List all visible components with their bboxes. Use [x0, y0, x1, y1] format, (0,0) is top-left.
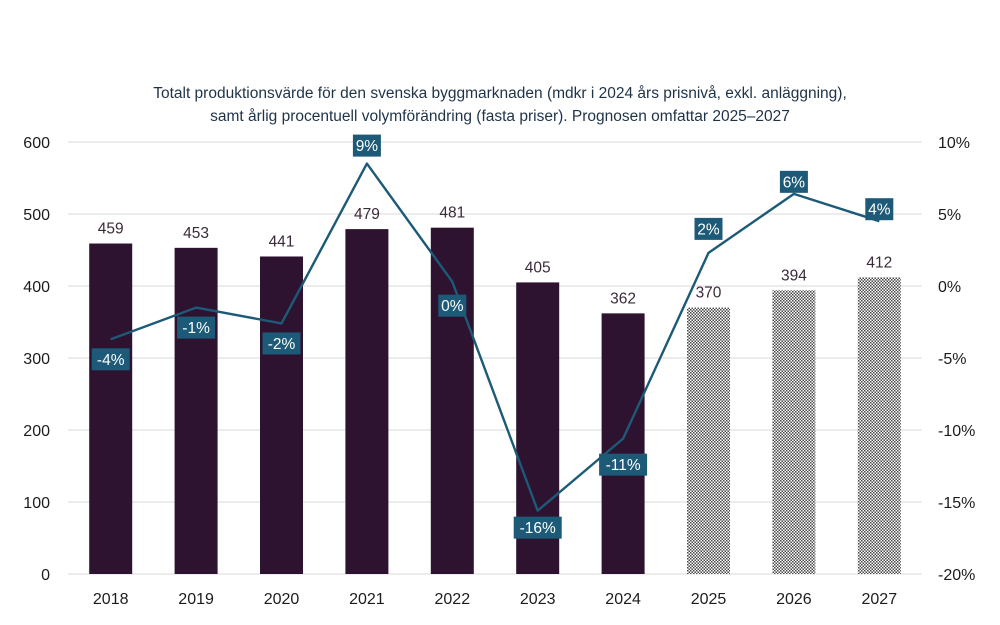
bar	[174, 247, 218, 574]
bar-value-label: 453	[183, 225, 209, 242]
change-label: 2%	[697, 221, 720, 238]
change-label: 4%	[868, 202, 891, 219]
bar-value-label: 370	[696, 285, 722, 302]
change-label: 6%	[783, 174, 806, 191]
x-tick-label: 2021	[349, 591, 385, 608]
y-left-tick-label: 300	[23, 351, 50, 368]
y-right-tick-label: -15%	[938, 495, 975, 512]
change-line-path	[110, 162, 880, 512]
change-label: -11%	[606, 457, 641, 474]
forecast-bar	[772, 290, 816, 574]
x-tick-label: 2022	[435, 591, 471, 608]
bar-value-label: 459	[98, 221, 124, 238]
forecast-bar	[687, 307, 730, 574]
bar-value-label: 412	[866, 254, 892, 271]
bar-value-label: 481	[439, 205, 465, 222]
x-tick-label: 2025	[691, 591, 727, 608]
change-label-box	[779, 170, 808, 193]
bar-value-label: 405	[525, 259, 551, 276]
y-right-tick-label: 0%	[938, 279, 961, 296]
y-left-tick-label: 0	[41, 567, 50, 584]
change-label: 0%	[441, 298, 464, 315]
bar-value-label: 441	[269, 233, 295, 250]
chart-title: Totalt produktionsvärde för den svenska …	[153, 85, 847, 102]
bar	[430, 227, 474, 574]
y-left-tick-label: 200	[23, 423, 50, 440]
y-left-tick-label: 400	[23, 279, 50, 296]
bar	[601, 313, 645, 574]
change-label-box	[865, 198, 894, 221]
x-tick-label: 2026	[776, 591, 812, 608]
chart-subtitle: samt årlig procentuell volymförändring (…	[210, 108, 790, 125]
change-label: -2%	[268, 336, 296, 353]
x-tick-label: 2020	[264, 591, 300, 608]
bar-value-label: 394	[781, 267, 807, 284]
change-label-box	[262, 332, 301, 355]
change-label-box	[694, 217, 723, 240]
y-left-tick-label: 600	[23, 135, 50, 152]
y-right-tick-label: -20%	[938, 567, 975, 584]
y-right-tick-label: 10%	[938, 135, 970, 152]
change-label-box	[177, 316, 216, 339]
y-left-tick-label: 100	[23, 495, 50, 512]
change-label: -4%	[97, 352, 125, 369]
change-label-box	[352, 134, 381, 157]
bar-value-label: 479	[354, 206, 380, 223]
change-label: -1%	[182, 320, 210, 337]
y-right-tick-label: -10%	[938, 423, 975, 440]
y-right-tick-label: 5%	[938, 207, 961, 224]
x-tick-label: 2027	[862, 591, 898, 608]
x-tick-label: 2024	[605, 591, 641, 608]
axes: 0 100 200 300 400 500 600 -20% -15% -10% -5% 0% 5% 10…	[23, 135, 975, 608]
bar	[260, 256, 303, 574]
change-label-box	[513, 516, 562, 539]
x-tick-label: 2019	[178, 591, 214, 608]
y-left-tick-label: 500	[23, 207, 50, 224]
x-tick-label: 2018	[93, 591, 129, 608]
bars: 459 453 441 479 481 405 362 370 394 412	[89, 205, 901, 574]
change-label: -16%	[520, 520, 556, 537]
change-label-box	[438, 294, 467, 317]
change-label: 9%	[356, 138, 379, 155]
bar	[89, 243, 133, 574]
bar-value-label: 362	[610, 290, 636, 307]
change-line: -4% -1% -2% 9% 0% -16% -11% 2% 6% 4%	[91, 134, 894, 539]
bar	[345, 229, 389, 574]
change-label-box	[599, 453, 648, 476]
x-tick-label: 2023	[520, 591, 556, 608]
y-right-tick-label: -5%	[938, 351, 966, 368]
forecast-bar	[857, 277, 901, 574]
change-label-box	[91, 348, 130, 371]
